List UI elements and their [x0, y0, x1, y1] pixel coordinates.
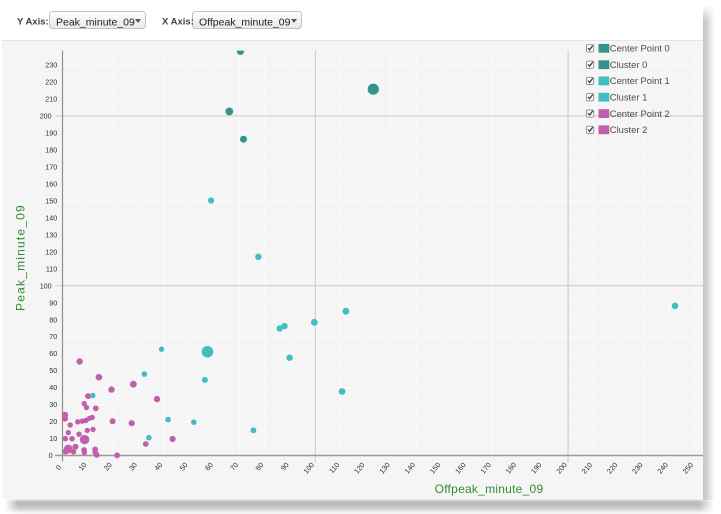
- svg-text:250: 250: [681, 461, 696, 476]
- svg-text:240: 240: [655, 461, 670, 476]
- svg-text:180: 180: [504, 461, 519, 476]
- svg-text:Center Point 1: Center Point 1: [610, 75, 670, 86]
- svg-text:220: 220: [45, 78, 57, 87]
- svg-text:Center Point 2: Center Point 2: [610, 108, 670, 119]
- svg-text:0: 0: [54, 463, 63, 472]
- svg-text:180: 180: [45, 146, 57, 155]
- svg-text:230: 230: [45, 61, 57, 70]
- svg-text:Offpeak_minute_09: Offpeak_minute_09: [435, 482, 544, 496]
- svg-text:200: 200: [554, 461, 569, 476]
- svg-text:30: 30: [49, 400, 57, 409]
- svg-text:130: 130: [377, 461, 392, 476]
- svg-text:Center Point 0: Center Point 0: [610, 43, 670, 54]
- svg-text:160: 160: [453, 461, 468, 476]
- svg-text:Offpeak_minute_09: Offpeak_minute_09: [199, 17, 291, 29]
- svg-text:200: 200: [40, 112, 52, 121]
- svg-text:120: 120: [352, 461, 367, 476]
- svg-text:40: 40: [152, 461, 164, 473]
- svg-text:40: 40: [49, 383, 57, 392]
- svg-text:190: 190: [45, 129, 57, 138]
- svg-text:140: 140: [403, 461, 418, 476]
- svg-text:150: 150: [428, 461, 443, 476]
- svg-text:20: 20: [102, 461, 114, 473]
- svg-text:140: 140: [45, 213, 57, 222]
- svg-text:70: 70: [49, 332, 57, 341]
- svg-text:60: 60: [203, 461, 215, 473]
- svg-text:0: 0: [49, 451, 53, 460]
- svg-text:Cluster 1: Cluster 1: [610, 92, 648, 103]
- svg-text:90: 90: [279, 461, 291, 473]
- svg-text:110: 110: [327, 461, 341, 476]
- svg-text:X Axis:: X Axis:: [162, 17, 194, 28]
- svg-text:10: 10: [49, 434, 57, 443]
- svg-text:100: 100: [40, 281, 52, 290]
- svg-text:150: 150: [45, 196, 57, 205]
- svg-text:30: 30: [127, 461, 139, 473]
- svg-text:90: 90: [49, 298, 57, 307]
- svg-text:170: 170: [478, 461, 493, 476]
- svg-text:Cluster 0: Cluster 0: [610, 59, 648, 70]
- svg-text:80: 80: [253, 461, 265, 473]
- svg-text:210: 210: [45, 95, 57, 104]
- svg-text:50: 50: [178, 461, 190, 473]
- svg-text:Cluster 2: Cluster 2: [610, 124, 648, 135]
- svg-text:100: 100: [301, 461, 316, 476]
- svg-text:190: 190: [529, 461, 544, 476]
- svg-text:70: 70: [228, 461, 240, 473]
- svg-text:60: 60: [49, 349, 57, 358]
- svg-text:130: 130: [45, 230, 57, 239]
- svg-text:Y Axis:: Y Axis:: [17, 17, 49, 28]
- svg-text:50: 50: [49, 366, 57, 375]
- svg-text:230: 230: [630, 461, 645, 476]
- svg-text:Peak_minute_09: Peak_minute_09: [56, 17, 135, 29]
- svg-text:10: 10: [76, 461, 88, 473]
- svg-text:120: 120: [45, 247, 57, 256]
- svg-text:110: 110: [46, 264, 57, 273]
- svg-text:170: 170: [45, 162, 57, 171]
- svg-text:80: 80: [49, 315, 57, 324]
- svg-text:210: 210: [580, 461, 595, 476]
- svg-text:Peak_minute_09: Peak_minute_09: [14, 204, 28, 311]
- svg-text:20: 20: [49, 417, 57, 426]
- svg-text:220: 220: [605, 461, 620, 476]
- svg-text:160: 160: [45, 179, 57, 188]
